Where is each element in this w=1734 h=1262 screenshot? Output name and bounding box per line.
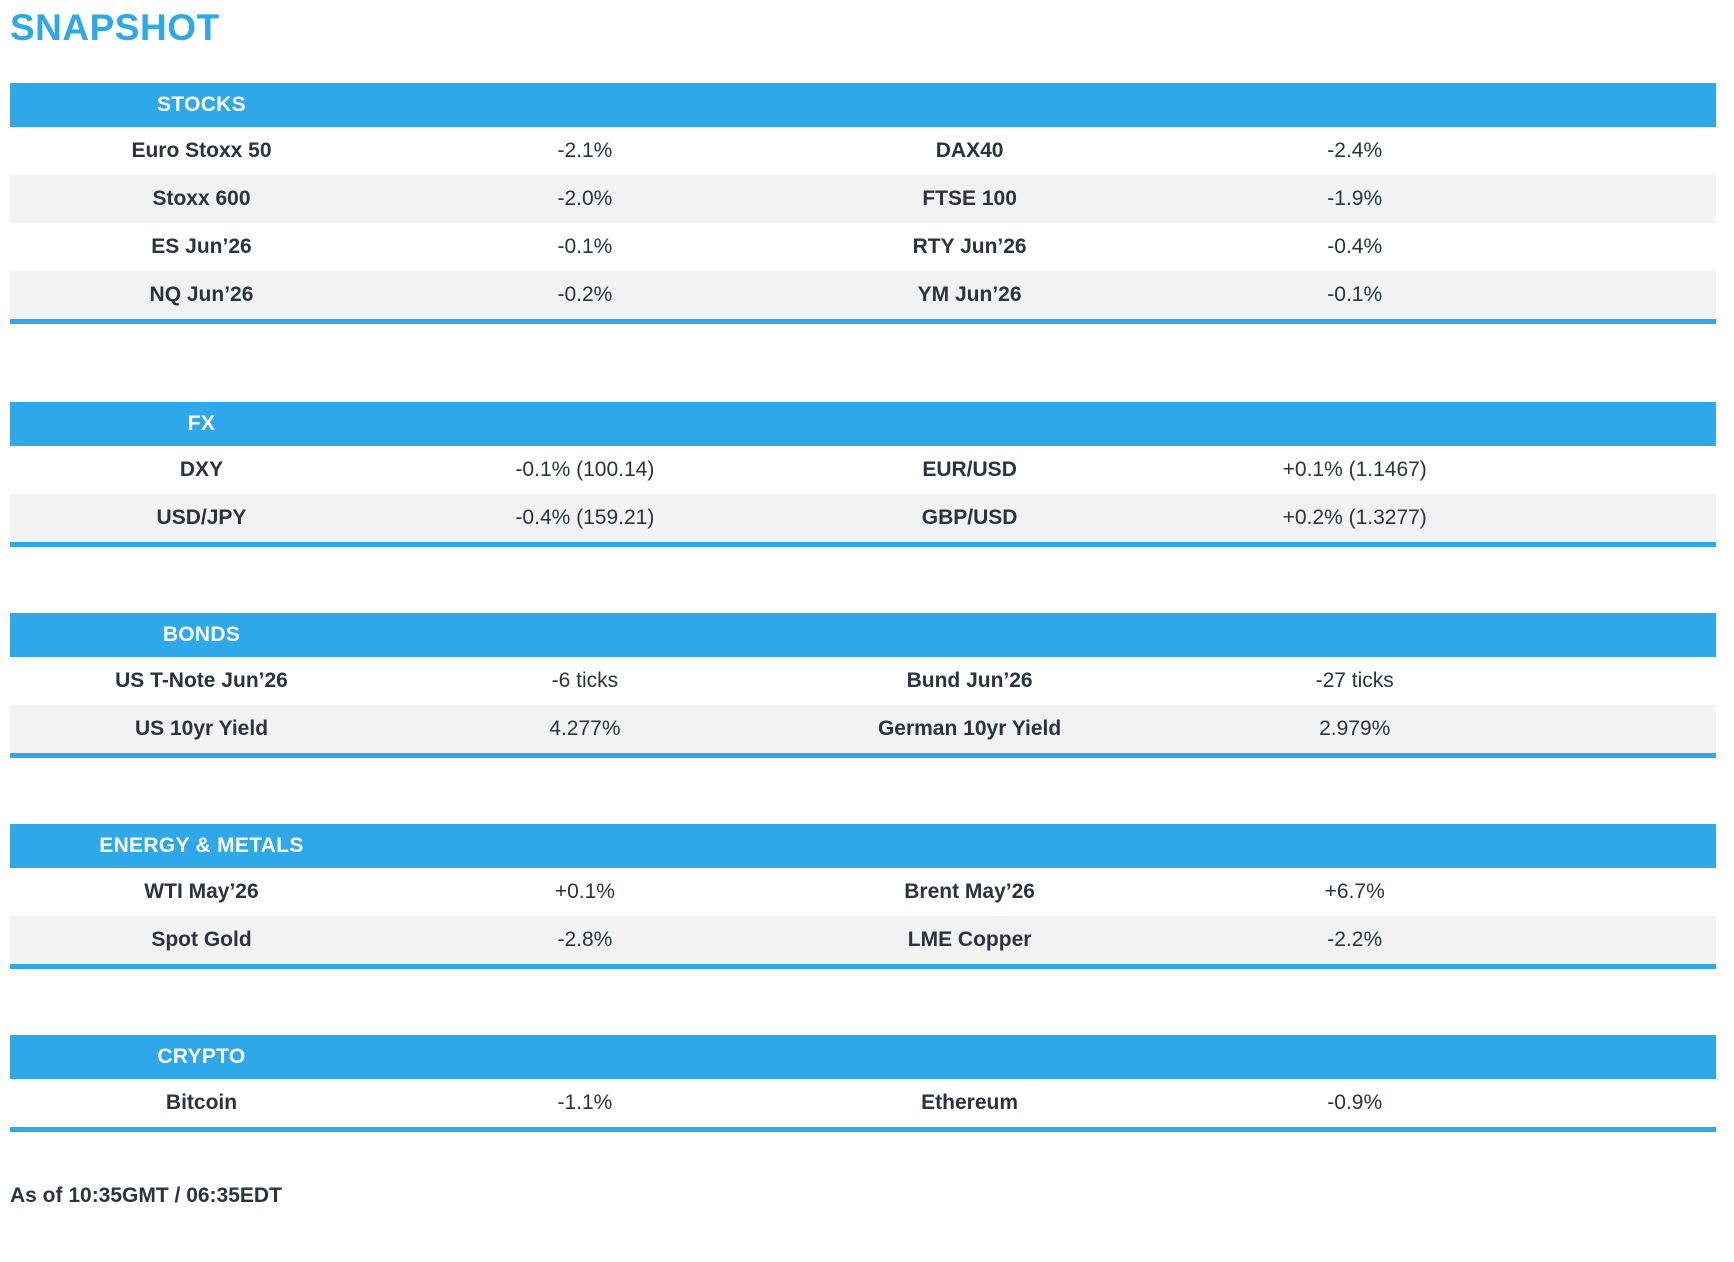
instrument-label: WTI May’26 xyxy=(144,879,259,903)
instrument-label: US 10yr Yield xyxy=(134,716,269,740)
instrument-label: ES Jun’26 xyxy=(151,234,252,258)
section-header-label: STOCKS xyxy=(157,92,246,116)
instrument-label: EUR/USD xyxy=(922,457,1017,481)
section-header-bar: CRYPTO xyxy=(10,1034,1716,1079)
instrument-value: -2.1% xyxy=(557,138,613,162)
table-row: WTI May’26 +0.1% Brent May’26 +6.7% xyxy=(10,867,1716,916)
section-fx: FX DXY -0.1% (100.14) EUR/USD +0.1% (1.1… xyxy=(10,401,1716,547)
instrument-value: -0.4% (159.21) xyxy=(515,505,655,529)
instrument-value: -2.8% xyxy=(557,927,613,951)
instrument-value: -2.4% xyxy=(1327,138,1383,162)
instrument-value: -1.9% xyxy=(1327,186,1383,210)
instrument-value: -2.0% xyxy=(557,186,613,210)
instrument-value: 2.979% xyxy=(1319,716,1391,740)
section-header-label: CRYPTO xyxy=(157,1044,246,1068)
table-row: ES Jun’26 -0.1% RTY Jun’26 -0.4% xyxy=(10,222,1716,271)
instrument-label: DAX40 xyxy=(935,138,1004,162)
instrument-label: US T-Note Jun’26 xyxy=(115,668,288,692)
instrument-label: USD/JPY xyxy=(156,505,247,529)
section-header-bar: ENERGY & METALS xyxy=(10,823,1716,868)
instrument-value: +6.7% xyxy=(1324,879,1385,903)
section-crypto: CRYPTO Bitcoin -1.1% Ethereum -0.9% xyxy=(10,1034,1716,1132)
instrument-label: Bund Jun’26 xyxy=(906,668,1033,692)
instrument-label: FTSE 100 xyxy=(922,186,1017,210)
table-row: Spot Gold -2.8% LME Copper -2.2% xyxy=(10,915,1716,964)
instrument-value: -0.4% xyxy=(1327,234,1383,258)
table-row: US T-Note Jun’26 -6 ticks Bund Jun’26 -2… xyxy=(10,656,1716,705)
table-row: US 10yr Yield 4.277% German 10yr Yield 2… xyxy=(10,704,1716,753)
instrument-value: 4.277% xyxy=(549,716,621,740)
instrument-value: +0.1% xyxy=(554,879,615,903)
instrument-value: -0.1% xyxy=(1327,282,1383,306)
page-title: SNAPSHOT xyxy=(10,7,220,48)
instrument-label: LME Copper xyxy=(907,927,1032,951)
section-energy-metals: ENERGY & METALS WTI May’26 +0.1% Brent M… xyxy=(10,823,1716,969)
section-header-label: BONDS xyxy=(162,622,241,646)
table-row: DXY -0.1% (100.14) EUR/USD +0.1% (1.1467… xyxy=(10,445,1716,494)
instrument-label: Spot Gold xyxy=(151,927,252,951)
instrument-value: -6 ticks xyxy=(551,668,619,692)
section-header-bar: FX xyxy=(10,401,1716,446)
section-header-label: FX xyxy=(187,411,216,435)
instrument-value: -0.1% (100.14) xyxy=(515,457,655,481)
instrument-value: -2.2% xyxy=(1327,927,1383,951)
instrument-value: -27 ticks xyxy=(1315,668,1394,692)
instrument-value: +0.1% (1.1467) xyxy=(1282,457,1427,481)
section-header-label: ENERGY & METALS xyxy=(99,833,304,857)
instrument-label: YM Jun’26 xyxy=(917,282,1022,306)
instrument-label: GBP/USD xyxy=(921,505,1018,529)
instrument-label: German 10yr Yield xyxy=(877,716,1062,740)
section-bonds: BONDS US T-Note Jun’26 -6 ticks Bund Jun… xyxy=(10,612,1716,758)
instrument-value: -0.9% xyxy=(1327,1090,1383,1114)
instrument-value: -0.1% xyxy=(557,234,613,258)
section-header-bar: STOCKS xyxy=(10,82,1716,127)
instrument-value: -1.1% xyxy=(557,1090,613,1114)
table-row: Bitcoin -1.1% Ethereum -0.9% xyxy=(10,1078,1716,1127)
instrument-label: RTY Jun’26 xyxy=(912,234,1027,258)
timestamp: As of 10:35GMT / 06:35EDT xyxy=(10,1183,282,1207)
instrument-label: Stoxx 600 xyxy=(152,186,251,210)
instrument-value: -0.2% xyxy=(557,282,613,306)
instrument-label: Ethereum xyxy=(921,1090,1019,1114)
table-row: NQ Jun’26 -0.2% YM Jun’26 -0.1% xyxy=(10,270,1716,319)
instrument-label: NQ Jun’26 xyxy=(149,282,254,306)
table-row: Euro Stoxx 50 -2.1% DAX40 -2.4% xyxy=(10,126,1716,175)
instrument-value: +0.2% (1.3277) xyxy=(1282,505,1427,529)
section-header-bar: BONDS xyxy=(10,612,1716,657)
instrument-label: Euro Stoxx 50 xyxy=(131,138,272,162)
instrument-label: Bitcoin xyxy=(165,1090,238,1114)
instrument-label: DXY xyxy=(179,457,224,481)
table-row: Stoxx 600 -2.0% FTSE 100 -1.9% xyxy=(10,174,1716,223)
section-stocks: STOCKS Euro Stoxx 50 -2.1% DAX40 -2.4% S… xyxy=(10,82,1716,324)
table-row: USD/JPY -0.4% (159.21) GBP/USD +0.2% (1.… xyxy=(10,493,1716,542)
instrument-label: Brent May’26 xyxy=(904,879,1035,903)
